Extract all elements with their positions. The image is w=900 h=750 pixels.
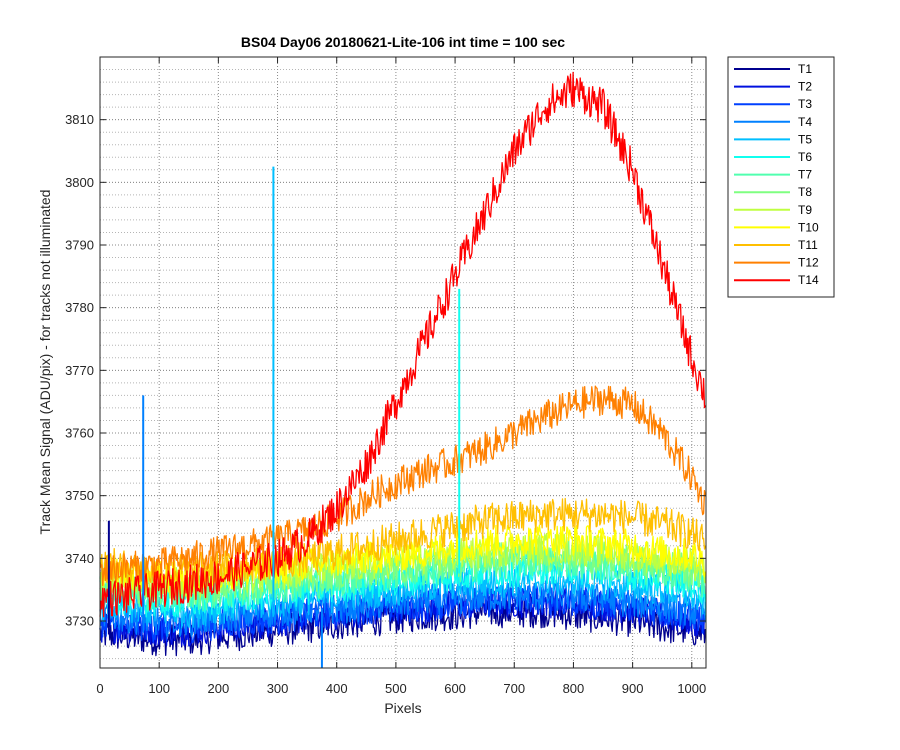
legend-label: T6 bbox=[798, 150, 812, 164]
y-tick-label: 3770 bbox=[65, 363, 94, 378]
legend-label: T14 bbox=[798, 273, 819, 287]
legend-label: T9 bbox=[798, 203, 812, 217]
x-tick-label: 0 bbox=[96, 681, 103, 696]
legend-label: T4 bbox=[798, 115, 812, 129]
series-line-t11 bbox=[99, 497, 707, 588]
series-group bbox=[99, 71, 707, 657]
legend-label: T5 bbox=[798, 132, 812, 146]
x-tick-label: 200 bbox=[208, 681, 230, 696]
legend-label: T2 bbox=[798, 80, 812, 94]
series-line-t5 bbox=[99, 563, 707, 629]
legend-label: T12 bbox=[798, 256, 819, 270]
y-axis-label: Track Mean Signal (ADU/pix) - for tracks… bbox=[37, 190, 53, 535]
axis-ticks bbox=[99, 57, 706, 668]
chart-title: BS04 Day06 20180621-Lite-106 int time = … bbox=[241, 34, 565, 50]
series-line-t12 bbox=[99, 385, 707, 587]
y-tick-label: 3810 bbox=[65, 112, 94, 127]
x-tick-label: 300 bbox=[267, 681, 289, 696]
x-tick-label: 900 bbox=[622, 681, 644, 696]
legend: T1 T2 T3 T4 T5 T6 T7 T8 T9 T10 T11 T12 T14 bbox=[727, 56, 835, 298]
x-tick-label: 1000 bbox=[677, 681, 706, 696]
x-tick-labels: 0 100 200 300 400 500 600 700 800 900 1000 bbox=[96, 681, 706, 696]
y-tick-label: 3730 bbox=[65, 614, 94, 629]
legend-label: T11 bbox=[798, 238, 818, 252]
legend-label: T8 bbox=[798, 185, 812, 199]
legend-box bbox=[727, 56, 835, 298]
x-tick-label: 400 bbox=[326, 681, 348, 696]
legend-label: T7 bbox=[798, 168, 812, 182]
x-tick-label: 600 bbox=[444, 681, 466, 696]
y-tick-label: 3750 bbox=[65, 488, 94, 503]
y-tick-label: 3760 bbox=[65, 426, 94, 441]
y-tick-label: 3800 bbox=[65, 175, 94, 190]
legend-items: T1 T2 T3 T4 T5 T6 T7 T8 T9 T10 T11 T12 T14 bbox=[734, 62, 819, 287]
x-tick-label: 100 bbox=[148, 681, 170, 696]
legend-label: T3 bbox=[798, 97, 812, 111]
legend-label: T1 bbox=[798, 62, 812, 76]
y-tick-label: 3740 bbox=[65, 551, 94, 566]
y-tick-labels: 3730 3740 3750 3760 3770 3780 3790 3800 3810 bbox=[65, 112, 94, 628]
spike-group bbox=[107, 166, 461, 668]
legend-label: T10 bbox=[798, 220, 819, 234]
x-axis-label: Pixels bbox=[384, 700, 421, 716]
y-tick-label: 3780 bbox=[65, 300, 94, 315]
x-tick-label: 700 bbox=[503, 681, 525, 696]
series-line-t14 bbox=[99, 71, 707, 618]
x-tick-label: 800 bbox=[563, 681, 585, 696]
x-tick-label: 500 bbox=[385, 681, 407, 696]
plot-area bbox=[99, 56, 707, 669]
plot-frame bbox=[99, 56, 707, 669]
y-tick-label: 3790 bbox=[65, 238, 94, 253]
